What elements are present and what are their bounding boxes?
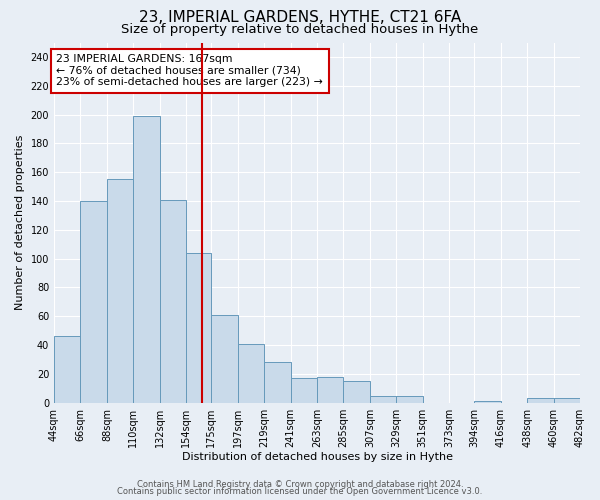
Bar (133, 116, 160, 403)
Bar (160, 200, 186, 402)
Y-axis label: Number of detached properties: Number of detached properties (15, 135, 25, 310)
Bar (317, 377, 343, 402)
Bar (527, 398, 554, 402)
Text: 23, IMPERIAL GARDENS, HYTHE, CT21 6FA: 23, IMPERIAL GARDENS, HYTHE, CT21 6FA (139, 10, 461, 25)
Text: Contains HM Land Registry data © Crown copyright and database right 2024.: Contains HM Land Registry data © Crown c… (137, 480, 463, 489)
X-axis label: Distribution of detached houses by size in Hythe: Distribution of detached houses by size … (182, 452, 452, 462)
Bar (554, 398, 580, 402)
Text: Contains public sector information licensed under the Open Government Licence v3: Contains public sector information licen… (118, 487, 482, 496)
Text: 23 IMPERIAL GARDENS: 167sqm
← 76% of detached houses are smaller (734)
23% of se: 23 IMPERIAL GARDENS: 167sqm ← 76% of det… (56, 54, 323, 87)
Bar (186, 253, 211, 402)
Bar (80, 201, 107, 402)
Bar (290, 378, 317, 402)
Bar (396, 396, 422, 402)
Bar (54, 336, 80, 402)
Bar (238, 344, 264, 402)
Bar (343, 381, 370, 402)
Bar (264, 362, 290, 403)
Text: Size of property relative to detached houses in Hythe: Size of property relative to detached ho… (121, 22, 479, 36)
Bar (107, 180, 133, 402)
Bar (370, 396, 396, 402)
Bar (211, 315, 238, 402)
